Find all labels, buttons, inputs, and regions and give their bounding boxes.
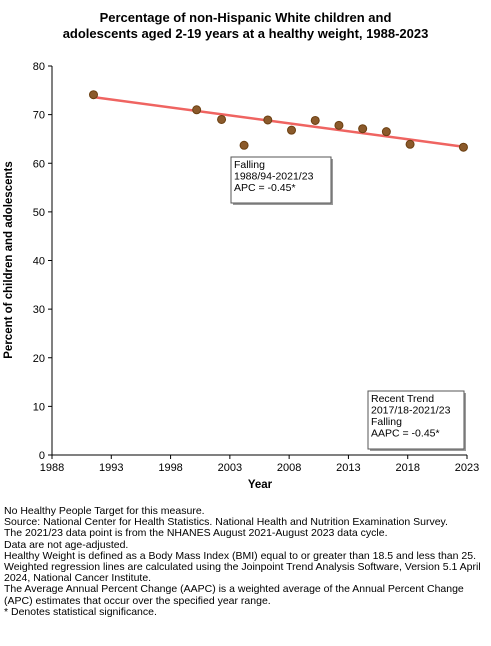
data-point (89, 90, 98, 100)
footnote: The Average Annual Percent Change (AAPC)… (4, 583, 464, 607)
x-tick-label: 2003 (218, 462, 242, 474)
data-point (334, 120, 344, 130)
footnote: Data are not age-adjusted. (4, 538, 129, 551)
data-point (287, 125, 297, 135)
x-tick-label: 2018 (395, 462, 419, 474)
y-tick-label: 20 (33, 353, 45, 365)
footnote: No Healthy People Target for this measur… (4, 505, 205, 517)
data-point (263, 115, 273, 125)
data-point (381, 127, 391, 137)
x-tick-label: 2013 (336, 462, 360, 474)
footnote: Weighted regression lines are calculated… (4, 561, 481, 585)
y-tick-label: 40 (33, 256, 45, 268)
annotation-frame (230, 156, 332, 204)
x-tick-label: 1998 (158, 462, 182, 474)
y-tick-label: 80 (33, 61, 45, 73)
annotation-text: 1988/94-2021/23 (234, 171, 314, 183)
y-axis-label: Percent of children and adolescents (3, 161, 15, 358)
y-tick-label: 30 (33, 304, 45, 316)
annotation-text: APC = -0.45* (234, 182, 296, 194)
footnote: Source: National Center for Health Stati… (4, 516, 448, 529)
annotation-text: AAPC = -0.45* (371, 428, 440, 440)
x-tick-label: 2023 (455, 462, 479, 474)
y-tick-label: 70 (33, 110, 45, 122)
data-point (192, 105, 202, 115)
y-tick-label: 50 (33, 207, 45, 219)
data-point (239, 140, 249, 150)
y-tick-label: 0 (39, 450, 45, 462)
data-point (358, 124, 368, 134)
annotation-text: 2017/18-2021/23 (371, 405, 451, 417)
footnote: Healthy Weight is defined as a Body Mass… (4, 549, 476, 562)
footnote: The 2021/23 data point is from the NHANE… (4, 527, 388, 540)
x-tick-label: 1988 (40, 462, 64, 474)
chart-area: 1988 1993 1998 2003 2008 2013 2018 2023 0 10 20 30 4… (3, 61, 479, 491)
annotation-text: Recent Trend (371, 393, 434, 405)
data-point (310, 115, 320, 125)
footnote: * Denotes statistical significance. (4, 605, 157, 618)
x-tick-label: 1993 (99, 462, 123, 474)
data-point (405, 139, 415, 149)
data-point (458, 142, 468, 152)
data-point (217, 114, 227, 124)
chart-title-line-1: Percentage of non-Hispanic White childre… (99, 10, 392, 25)
x-axis-label: Year (248, 479, 273, 491)
x-tick-label: 2008 (277, 462, 301, 474)
annotation-text: Falling (371, 416, 402, 428)
annotation-text: Falling (234, 159, 265, 171)
trend-line (92, 95, 465, 148)
y-tick-label: 10 (33, 401, 45, 413)
footnotes: No Healthy People Target for this measur… (4, 505, 488, 618)
y-tick-label: 60 (33, 158, 45, 170)
chart-title-line-2: adolescents aged 2-19 years at a healthy… (62, 26, 429, 41)
chart-title: Percentage of non-Hispanic White childre… (0, 10, 491, 42)
annotation-frame (367, 390, 465, 450)
